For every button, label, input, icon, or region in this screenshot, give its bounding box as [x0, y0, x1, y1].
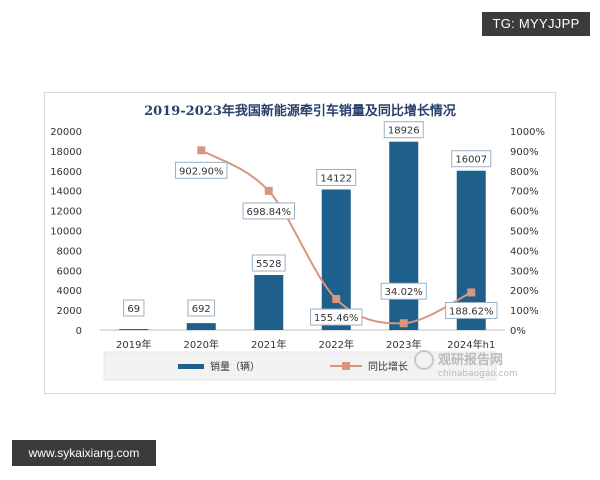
- y-left-tick-label: 16000: [50, 167, 82, 178]
- legend-bar-label: 销量（辆）: [210, 360, 260, 373]
- bar-value-label: 692: [187, 299, 216, 317]
- x-axis-categories: 2019年 2020年 2021年 2022年 2023年 2024年h1: [116, 338, 495, 351]
- bar-value-label-text: 18926: [388, 126, 420, 137]
- y-axis-right: 0% 100% 200% 300% 400% 500% 600% 700% 800% 900% 10…: [510, 127, 545, 337]
- growth-value-label: 155.46%: [310, 308, 363, 326]
- y-left-tick-label: 18000: [50, 147, 82, 158]
- growth-marker: [399, 319, 408, 328]
- y-left-tick-label: 20000: [50, 127, 82, 138]
- x-category-label: 2020年: [184, 338, 219, 351]
- growth-value-label-box: [310, 308, 363, 326]
- growth-value-label: 188.62%: [445, 301, 498, 319]
- y-left-tick-label: 8000: [57, 246, 82, 257]
- bar-value-label-box: [383, 121, 424, 139]
- growth-value-label: 902.90%: [175, 161, 228, 179]
- y-right-tick-label: 600%: [510, 207, 539, 218]
- site-watermark-url: chinabaogao.com: [438, 369, 518, 379]
- x-category-label: 2021年: [251, 338, 286, 351]
- y-right-tick-label: 200%: [510, 286, 539, 297]
- growth-value-label-box: [175, 161, 228, 179]
- growth-marker: [467, 288, 476, 297]
- growth-value-label-text: 698.84%: [247, 207, 292, 218]
- bar-value-label-text: 69: [127, 304, 140, 315]
- growth-value-label-box: [242, 202, 295, 220]
- growth-value-label: 34.02%: [380, 282, 427, 300]
- y-left-tick-label: 2000: [57, 306, 82, 317]
- growth-value-label-text: 34.02%: [385, 287, 423, 298]
- bar-value-label: 5528: [251, 254, 286, 272]
- bar-value-label-text: 5528: [256, 259, 281, 270]
- bar: [119, 329, 149, 330]
- y-left-tick-label: 6000: [57, 266, 82, 277]
- y-axis-left: 0 2000 4000 6000 8000 10000 12000 14000 16000 180…: [50, 127, 505, 337]
- bar-value-labels: 69 692 5528 14122 18926 16007: [123, 121, 492, 317]
- y-right-tick-label: 100%: [510, 306, 539, 317]
- bar-value-label-text: 16007: [455, 155, 487, 166]
- bar: [186, 323, 216, 330]
- growth-value-label-text: 155.46%: [314, 313, 359, 324]
- growth-value-label-box: [380, 282, 427, 300]
- site-logo-icon: [414, 350, 434, 370]
- legend-bar-swatch: [178, 364, 204, 369]
- y-right-tick-label: 500%: [510, 227, 539, 238]
- bar: [389, 141, 419, 330]
- growth-value-label-box: [445, 301, 498, 319]
- growth-marker: [332, 295, 341, 304]
- x-category-label: 2022年: [319, 338, 354, 351]
- y-left-tick-label: 12000: [50, 207, 82, 218]
- y-left-tick-label: 0: [76, 326, 82, 337]
- y-right-tick-label: 700%: [510, 187, 539, 198]
- bar-value-label: 14122: [316, 168, 357, 186]
- bar-value-label-box: [187, 299, 216, 317]
- y-right-tick-label: 300%: [510, 266, 539, 277]
- growth-marker: [197, 146, 206, 155]
- y-left-tick-label: 4000: [57, 286, 82, 297]
- site-url-watermark: www.sykaixiang.com: [12, 440, 156, 466]
- bar-value-label-text: 14122: [320, 173, 352, 184]
- y-left-tick-label: 10000: [50, 227, 82, 238]
- site-watermark: 观研报告网 chinabaogao.com: [414, 350, 518, 379]
- bar-value-label: 69: [123, 299, 145, 317]
- bar-value-label-box: [251, 254, 286, 272]
- growth-value-label-text: 902.90%: [179, 166, 224, 177]
- line-series: [197, 146, 476, 328]
- bar-value-label-box: [123, 299, 145, 317]
- bar-value-label: 16007: [451, 150, 492, 168]
- bar-series: [119, 141, 486, 330]
- y-left-tick-label: 14000: [50, 187, 82, 198]
- y-right-tick-label: 1000%: [510, 127, 545, 138]
- legend-line-label: 同比增长: [368, 360, 408, 373]
- line-value-labels: 902.90% 698.84% 155.46% 34.02% 188.62%: [175, 161, 498, 326]
- y-right-tick-label: 900%: [510, 147, 539, 158]
- x-category-label: 2019年: [116, 338, 151, 351]
- x-category-label: 2024年h1: [447, 338, 495, 351]
- telegram-watermark: TG: MYYJJPP: [482, 12, 590, 36]
- bar-value-label: 18926: [383, 121, 424, 139]
- y-right-tick-label: 0%: [510, 326, 526, 337]
- site-watermark-name: 观研报告网: [438, 352, 503, 368]
- growth-value-label-text: 188.62%: [449, 306, 494, 317]
- growth-marker: [264, 186, 273, 195]
- legend-line-marker: [342, 362, 350, 370]
- growth-value-label: 698.84%: [242, 202, 295, 220]
- y-right-tick-label: 400%: [510, 246, 539, 257]
- chart-title: 2019-2023年我国新能源牵引车销量及同比增长情况: [144, 103, 456, 119]
- growth-line: [200, 149, 472, 325]
- bar: [254, 274, 284, 330]
- x-category-label: 2023年: [386, 338, 421, 351]
- bar-value-label-box: [451, 150, 492, 168]
- bar-value-label-box: [316, 168, 357, 186]
- bar-value-label-text: 692: [192, 304, 211, 315]
- y-right-tick-label: 800%: [510, 167, 539, 178]
